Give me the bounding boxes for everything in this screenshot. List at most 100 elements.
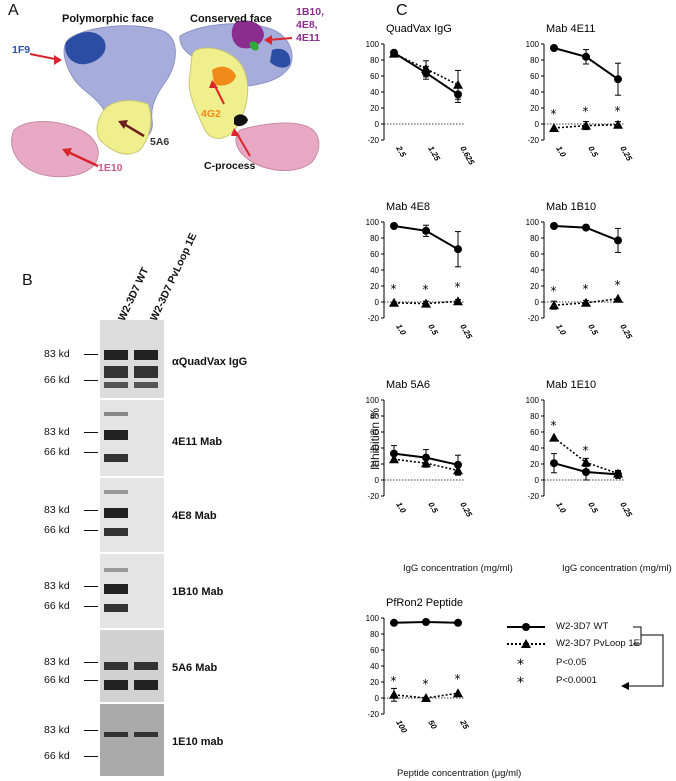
y-tick-label: 40 [530, 444, 539, 453]
x-tick-label: 0.5 [426, 501, 440, 516]
svg-text:*: * [517, 675, 524, 691]
significance-star: * [615, 104, 621, 118]
mw-marker-top: 83 kd [44, 656, 70, 668]
y-tick-label: 60 [530, 428, 539, 437]
data-point-wt [550, 44, 558, 52]
x-tick-label: 1.0 [554, 501, 568, 516]
y-tick-label: 100 [526, 218, 540, 227]
mw-marker-bottom: 66 kd [44, 750, 70, 762]
data-point-wt [614, 236, 622, 245]
conserved-face-label: Conserved face [190, 13, 272, 25]
data-point-pvloop [613, 293, 623, 303]
mw-tick [84, 662, 98, 663]
data-point-wt [454, 618, 462, 627]
x-axis-label-igg-left: IgG concentration (mg/ml) [403, 563, 513, 574]
mw-tick [84, 586, 98, 587]
y-tick-label: 40 [370, 266, 379, 275]
lane-label-wt: W2-3D7 WT [116, 265, 152, 324]
chart-title: Mab 4E11 [546, 23, 595, 35]
x-tick-label: 1.0 [554, 323, 568, 338]
y-tick-label: 100 [526, 40, 540, 49]
significance-star: * [615, 278, 621, 292]
y-tick-label: -20 [527, 136, 539, 145]
y-tick-label: 60 [370, 428, 379, 437]
data-point-pvloop [581, 120, 591, 130]
western-blot-strip [100, 320, 164, 776]
x-tick-label: 1.0 [394, 323, 408, 338]
y-tick-label: 20 [530, 282, 539, 291]
significance-star: * [423, 283, 429, 297]
y-tick-label: 80 [530, 234, 539, 243]
data-point-wt [582, 52, 590, 61]
chart-title: PfRon2 Peptide [386, 597, 463, 609]
x-tick-label: 0.5 [586, 145, 600, 160]
y-tick-label: 40 [370, 88, 379, 97]
label-1f9: 1F9 [12, 44, 31, 56]
label-5a6: 5A6 [150, 136, 170, 148]
inhibition-charts: QuadVax IgG -20 0 20 40 60 80 100 2.5 1.25 0.625 Ma… [366, 23, 634, 735]
mw-tick [84, 680, 98, 681]
y-tick-label: -20 [527, 492, 539, 501]
data-point-pvloop [421, 693, 431, 702]
x-tick-label: 0.25 [618, 501, 634, 519]
mw-marker-top: 83 kd [44, 348, 70, 360]
lane-label-pvloop: W2-3D7 PvLoop 1E [148, 231, 200, 324]
panel-label-a: A [8, 2, 19, 19]
polymorphic-face-label: Polymorphic face [62, 13, 154, 25]
y-tick-label: 100 [526, 396, 540, 405]
data-point-pvloop [453, 79, 463, 89]
y-tick-label: 80 [370, 234, 379, 243]
y-tick-label: 40 [530, 88, 539, 97]
data-point-pvloop [581, 297, 591, 307]
data-point-pvloop [389, 48, 399, 58]
x-axis-label-igg-right: IgG concentration (mg/ml) [562, 563, 672, 574]
y-tick-label: 0 [535, 476, 540, 485]
data-point-pvloop [549, 432, 559, 442]
label-1b10: 1B10, [296, 6, 325, 18]
y-tick-label: 100 [366, 40, 380, 49]
mw-marker-top: 83 kd [44, 426, 70, 438]
legend-wt: W2-3D7 WT [556, 621, 609, 632]
mw-marker-top: 83 kd [44, 504, 70, 516]
data-point-wt [422, 618, 430, 626]
x-tick-label: 0.25 [618, 323, 634, 341]
y-tick-label: 60 [370, 646, 379, 655]
y-tick-label: 40 [530, 266, 539, 275]
protein-surface-illustration [11, 20, 320, 178]
mw-marker-bottom: 66 kd [44, 446, 70, 458]
x-tick-label: 0.25 [458, 323, 474, 341]
x-tick-label: 0.5 [586, 501, 600, 516]
x-tick-label: 25 [458, 718, 471, 732]
svg-text:*: * [517, 657, 524, 673]
chart-title: Mab 4E8 [386, 201, 430, 213]
legend-p05: P<0.05 [556, 657, 587, 668]
significance-star: * [583, 105, 589, 119]
y-tick-label: 0 [375, 694, 380, 703]
data-point-pvloop [549, 300, 559, 310]
data-point-wt [390, 222, 398, 230]
x-tick-label: 1.25 [426, 145, 442, 163]
mw-tick [84, 606, 98, 607]
data-point-wt [390, 618, 398, 627]
data-point-pvloop [613, 119, 623, 129]
mw-marker-bottom: 66 kd [44, 524, 70, 536]
significance-star: * [583, 282, 589, 296]
data-point-pvloop [389, 689, 399, 699]
y-tick-label: 80 [370, 630, 379, 639]
legend-mut: W2-3D7 PvLoop 1E [556, 638, 640, 649]
label-c-process: C-process [204, 160, 256, 172]
x-tick-label: 0.5 [426, 323, 440, 338]
data-point-pvloop [581, 457, 591, 467]
y-tick-label: 20 [370, 460, 379, 469]
blot-bands [100, 320, 164, 776]
antibody-label: 1E10 mab [172, 736, 224, 748]
mw-tick [84, 730, 98, 731]
chart-title: Mab 1E10 [546, 379, 596, 391]
chart-title: Mab 1B10 [546, 201, 596, 213]
significance-star: * [583, 443, 589, 457]
x-tick-label: 50 [426, 719, 439, 732]
mw-marker-bottom: 66 kd [44, 600, 70, 612]
mw-marker-top: 83 kd [44, 580, 70, 592]
x-tick-label: 0.625 [458, 145, 476, 167]
x-tick-label: 1.0 [554, 145, 568, 160]
